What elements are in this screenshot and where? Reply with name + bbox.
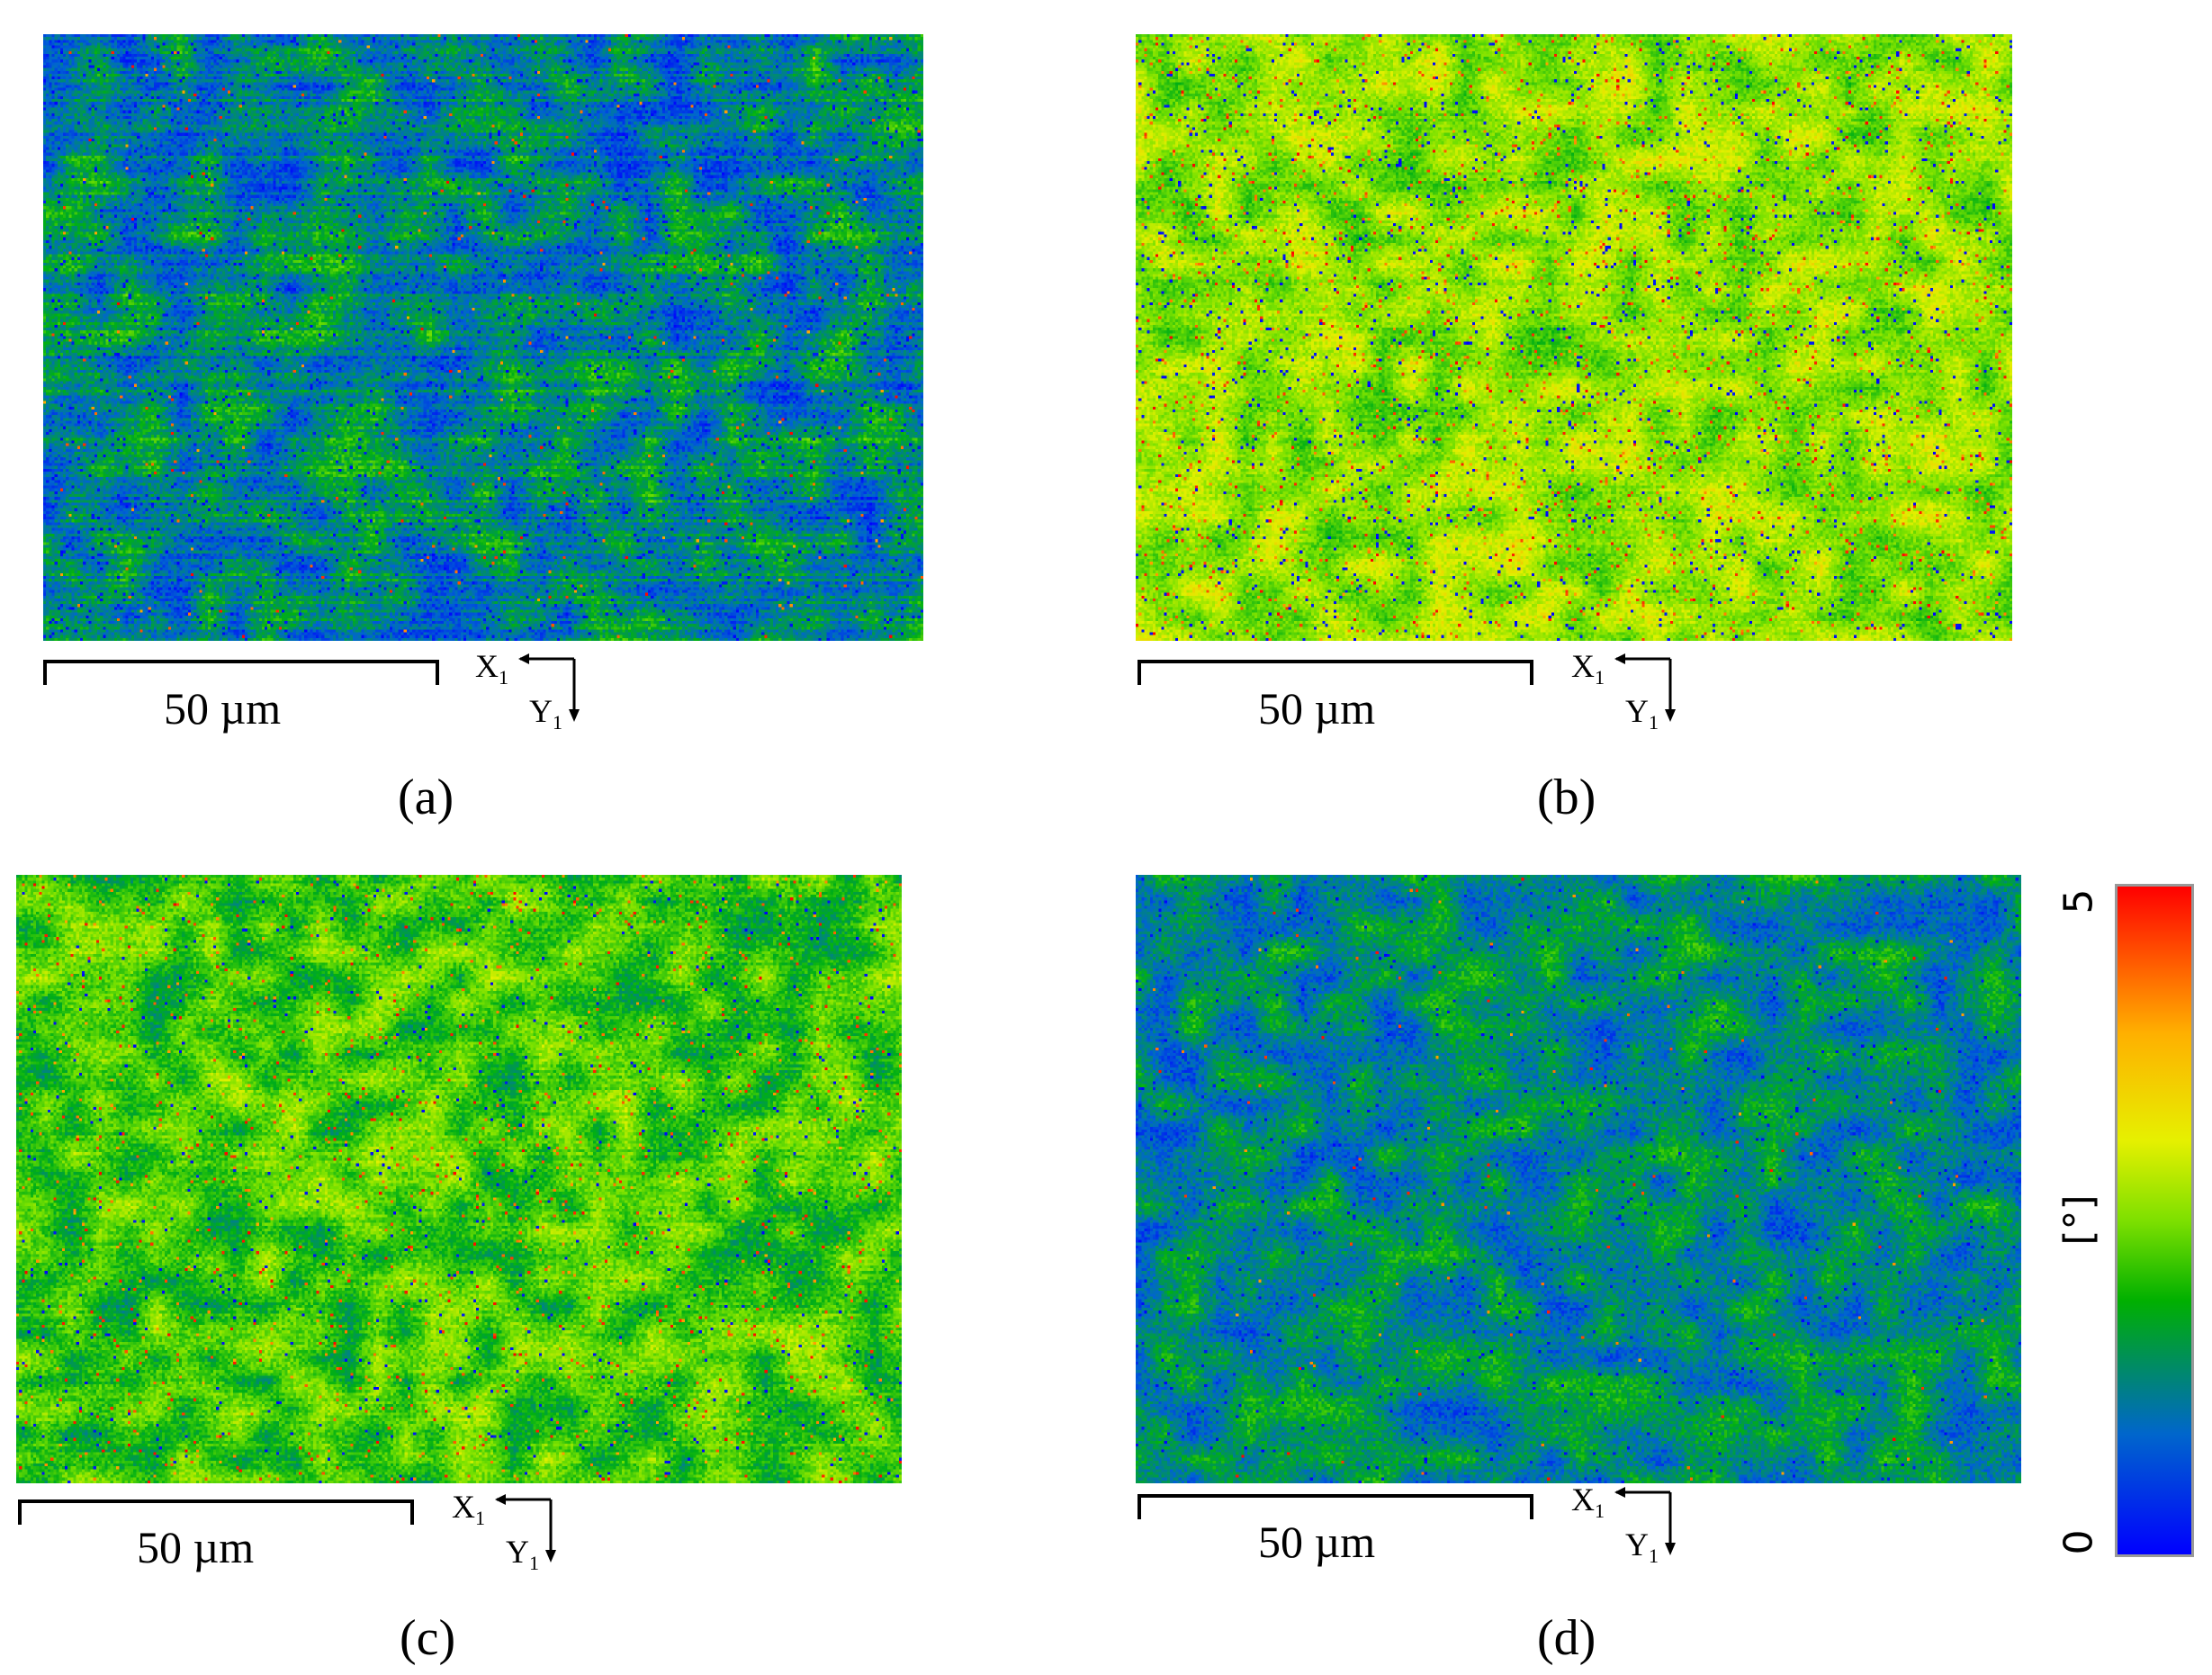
caption-b: (b) [1537,770,1596,825]
axis-y-label-d: Y1 [1625,1526,1659,1568]
caption-a: (a) [398,770,454,825]
scale-label-a: 50 µm [164,683,282,734]
caption-c: (c) [400,1610,456,1666]
colorbar-min-label: 0 [2055,1529,2102,1555]
kam-map-a [43,34,923,641]
axes-arrows-b [1614,653,1676,722]
scale-bar-b [1137,660,1533,685]
scale-label-c: 50 µm [137,1522,255,1572]
axis-y-label-c: Y1 [506,1534,539,1575]
axes-indicator-a: X1 Y1 [475,648,601,734]
scale-bar-d [1137,1494,1533,1519]
axis-x-label-b: X1 [1571,648,1605,689]
axes-indicator-b: X1 Y1 [1571,648,1697,734]
scale-label-b: 50 µm [1258,683,1376,734]
scale-bar-c [18,1499,414,1525]
kam-map-d [1136,875,2021,1483]
axis-x-label-d: X1 [1571,1481,1605,1523]
axes-indicator-c: X1 Y1 [452,1489,578,1575]
axes-arrows-c [495,1494,556,1562]
kam-map-b [1136,34,2012,641]
axis-y-label-a: Y1 [529,693,562,734]
axes-arrows-a [518,653,580,722]
caption-d: (d) [1537,1610,1596,1666]
colorbar-unit-label: [°] [2055,1194,2102,1246]
scale-label-d: 50 µm [1258,1517,1376,1567]
axis-x-label-a: X1 [475,648,508,689]
color-scale-bar [2115,884,2194,1557]
colorbar-max-label: 5 [2055,888,2102,914]
kam-map-c [16,875,902,1483]
axes-arrows-d [1614,1487,1676,1555]
axes-indicator-d: X1 Y1 [1571,1481,1697,1568]
axis-y-label-b: Y1 [1625,693,1659,734]
axis-x-label-c: X1 [452,1489,485,1530]
scale-bar-a [43,660,439,685]
